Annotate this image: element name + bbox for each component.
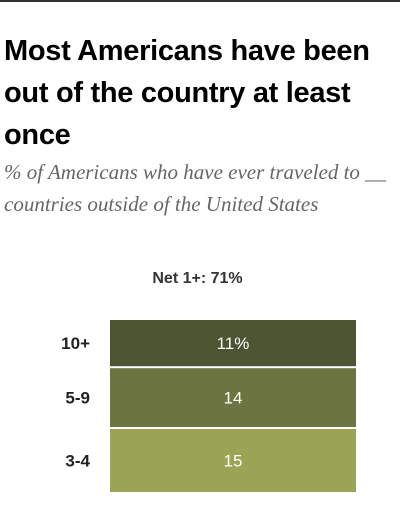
- chart-subtitle: % of Americans who have ever traveled to…: [4, 160, 387, 216]
- data-label-10: 11%: [217, 334, 250, 353]
- category-label-3-4: 3-4: [65, 452, 90, 471]
- bar-segment-3-4: [110, 429, 356, 492]
- category-label-10: 10+: [61, 334, 90, 353]
- top-rule: [0, 0, 400, 2]
- data-label-3-4: 15: [224, 452, 243, 471]
- data-label-5-9: 14: [224, 389, 243, 408]
- bar-segment-10: [110, 320, 356, 367]
- bar-segment-5-9: [110, 368, 356, 427]
- stacked-bar-chart: 11% 10+ 14 5-9 15 3-4: [61, 320, 356, 492]
- net-total-label: Net 1+: 71%: [152, 270, 243, 287]
- category-label-5-9: 5-9: [65, 389, 90, 408]
- chart-title: Most Americans have been out of the coun…: [4, 35, 370, 151]
